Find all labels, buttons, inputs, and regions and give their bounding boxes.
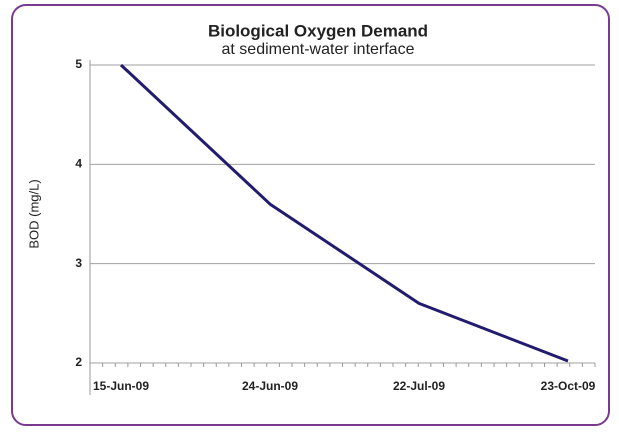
chart-title: Biological Oxygen Demand: [208, 21, 428, 40]
chart-subtitle: at sediment-water interface: [222, 41, 415, 58]
data-line: [119, 63, 569, 363]
x-tick-label: 22-Jul-09: [393, 379, 445, 393]
y-tick-label: 2: [75, 355, 82, 369]
x-tick-label: 23-Oct-09: [541, 379, 596, 393]
y-tick-label: 5: [75, 57, 82, 71]
y-tick-label: 3: [75, 256, 82, 270]
y-tick-label: 4: [75, 157, 82, 171]
x-tick-label: 15-Jun-09: [93, 379, 149, 393]
chart-border: [11, 4, 610, 426]
y-axis-label: BOD (mg/L): [26, 179, 41, 248]
x-tick-label: 24-Jun-09: [242, 379, 298, 393]
